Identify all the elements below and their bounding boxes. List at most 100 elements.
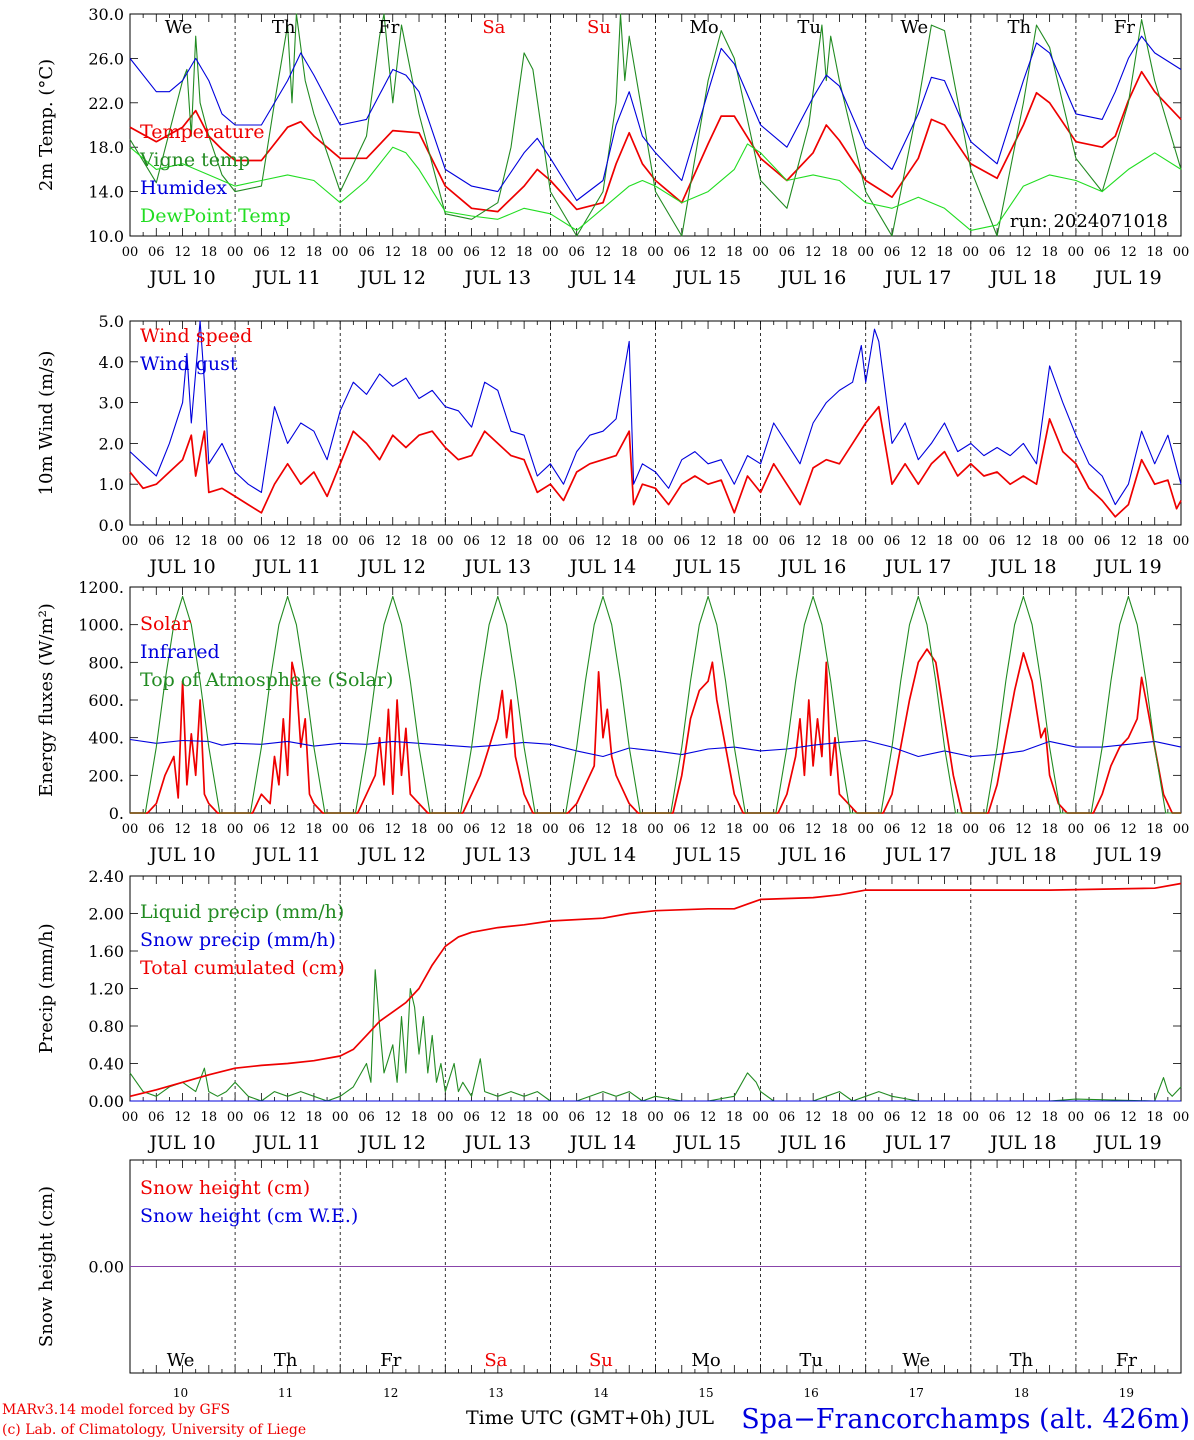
x-hour-label: 12 [174, 245, 191, 260]
x-date-label: JUL 16 [778, 267, 846, 289]
credit-line-2: (c) Lab. of Climatology, University of L… [2, 1422, 306, 1438]
x-hour-label: 06 [674, 534, 691, 549]
x-hour-label: 00 [227, 822, 244, 837]
x-hour-label: 06 [358, 1110, 375, 1125]
x-hour-label: 06 [568, 245, 585, 260]
x-hour-label: 12 [805, 1110, 822, 1125]
legend-entry: Wind speed [140, 325, 252, 347]
legend-entry: DewPoint Temp [140, 205, 291, 227]
x-hour-label: 06 [884, 822, 901, 837]
x-hour-label: 00 [752, 1110, 769, 1125]
weekday-label: Th [274, 1350, 298, 1371]
weekday-label: Sa [482, 17, 505, 38]
x-date-label: JUL 15 [673, 267, 741, 289]
x-hour-label: 12 [700, 1110, 717, 1125]
x-hour-label: 06 [463, 822, 480, 837]
x-hour-label: 18 [516, 245, 533, 260]
x-hour-label: 06 [253, 245, 270, 260]
y-tick-label: 2.40 [88, 867, 124, 886]
x-date-label: JUL 14 [568, 556, 636, 578]
x-hour-label: 18 [1146, 1110, 1163, 1125]
x-hour-label: 00 [542, 245, 559, 260]
x-hour-label: 00 [752, 822, 769, 837]
x-hour-label: 00 [227, 245, 244, 260]
x-date-label: JUL 15 [673, 844, 741, 866]
x-hour-label: 12 [174, 534, 191, 549]
x-hour-label: 06 [463, 245, 480, 260]
x-date-label: JUL 19 [1093, 556, 1161, 578]
x-hour-label: 18 [411, 245, 428, 260]
x-hour-label: 06 [989, 534, 1006, 549]
legend-entry: Total cumulated (cm) [140, 957, 345, 979]
x-hour-label: 06 [884, 1110, 901, 1125]
x-date-label: JUL 15 [673, 556, 741, 578]
x-hour-label: 18 [201, 245, 218, 260]
y-axis-title: Energy fluxes (W/m²) [36, 603, 57, 797]
x-hour-label: 18 [831, 534, 848, 549]
x-hour-label: 00 [752, 534, 769, 549]
y-axis-title: 10m Wind (m/s) [36, 351, 57, 496]
x-hour-label: 18 [201, 534, 218, 549]
x-hour-label: 00 [437, 534, 454, 549]
x-hour-label: 06 [1094, 822, 1111, 837]
x-hour-label: 18 [621, 1110, 638, 1125]
legend-entry: Snow height (cm) [140, 1177, 310, 1199]
x-hour-label: 00 [647, 245, 664, 260]
x-date-label: JUL 12 [358, 267, 426, 289]
x-hour-label: 18 [726, 1110, 743, 1125]
panel-4: 0.00 0.40 0.80 1.20 1.60 2.00 2.40 Precip (mm/h… [36, 867, 1189, 1154]
weekday-label: Tu [797, 17, 821, 38]
x-hour-label: 00 [1068, 534, 1085, 549]
x-hour-label: 12 [174, 1110, 191, 1125]
day-number-label: 13 [488, 1386, 503, 1400]
x-hour-label: 18 [411, 534, 428, 549]
y-tick-label: 0.80 [88, 1017, 124, 1036]
x-date-label: JUL 12 [358, 844, 426, 866]
x-hour-label: 12 [595, 1110, 612, 1125]
weekday-label: Su [587, 17, 611, 38]
x-date-label: JUL 10 [147, 844, 215, 866]
x-hour-label: 12 [1015, 822, 1032, 837]
x-hour-label: 06 [779, 534, 796, 549]
x-date-label: JUL 17 [883, 556, 951, 578]
x-hour-label: 06 [779, 822, 796, 837]
x-hour-label: 06 [884, 534, 901, 549]
weekday-label: We [902, 1350, 930, 1371]
x-hour-label: 12 [384, 822, 401, 837]
series-line-3 [129, 143, 1182, 231]
series-line-1 [129, 320, 1182, 506]
x-hour-label: 12 [700, 822, 717, 837]
series-line-0 [129, 405, 1182, 518]
day-number-label: 17 [909, 1386, 924, 1400]
x-hour-label: 06 [674, 822, 691, 837]
x-hour-label: 18 [936, 534, 953, 549]
x-hour-label: 18 [726, 245, 743, 260]
x-hour-label: 06 [148, 1110, 165, 1125]
x-hour-label: 12 [384, 245, 401, 260]
day-number-label: 18 [1014, 1386, 1029, 1400]
x-hour-label: 18 [1041, 822, 1058, 837]
x-hour-label: 06 [358, 245, 375, 260]
x-date-label: JUL 18 [988, 844, 1056, 866]
x-hour-label: 06 [253, 534, 270, 549]
x-date-label: JUL 10 [147, 267, 215, 289]
y-tick-label: 4.0 [99, 353, 124, 372]
x-hour-label: 06 [568, 822, 585, 837]
x-date-label: JUL 15 [673, 1132, 741, 1154]
panel-1: 10.0 14.0 18.0 22.0 26.0 30.0 2m Temp. (°C) Tem… [36, 5, 1189, 289]
x-hour-label: 12 [384, 1110, 401, 1125]
x-hour-label: 18 [516, 822, 533, 837]
x-hour-label: 00 [1173, 534, 1190, 549]
day-number-label: 16 [804, 1386, 819, 1400]
weekday-label: Mo [691, 1350, 720, 1371]
x-hour-label: 12 [279, 245, 296, 260]
y-tick-label: 22.0 [88, 94, 124, 113]
y-tick-label: 18.0 [88, 138, 124, 157]
x-hour-label: 18 [1041, 245, 1058, 260]
x-hour-label: 18 [831, 822, 848, 837]
x-hour-label: 00 [122, 1110, 139, 1125]
x-hour-label: 12 [910, 245, 927, 260]
x-hour-label: 00 [542, 822, 559, 837]
x-date-label: JUL 13 [463, 267, 531, 289]
x-hour-label: 00 [437, 1110, 454, 1125]
